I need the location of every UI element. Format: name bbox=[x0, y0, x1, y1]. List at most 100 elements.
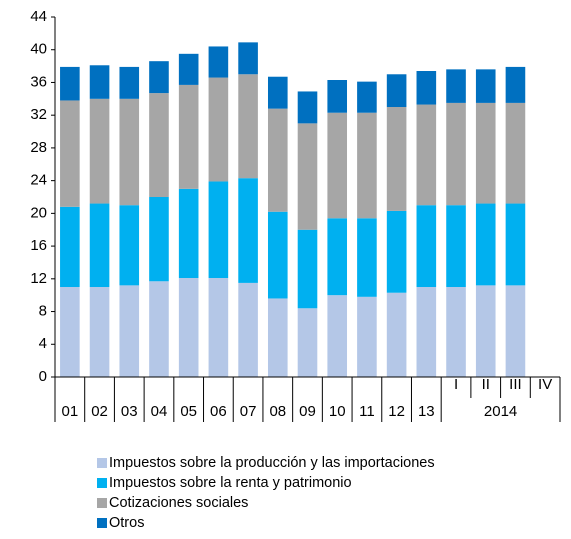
bar-segment bbox=[178, 278, 199, 377]
bar-segment bbox=[267, 76, 288, 109]
bar-segment bbox=[357, 218, 377, 297]
bar-segment bbox=[327, 295, 348, 377]
y-tick-label: 44 bbox=[30, 8, 47, 25]
y-tick-label: 40 bbox=[30, 41, 47, 58]
legend-swatch bbox=[97, 498, 107, 508]
bar-segment bbox=[327, 112, 348, 219]
legend-label: Impuestos sobre la producción y las impo… bbox=[109, 455, 435, 471]
bar-segment bbox=[119, 285, 140, 377]
bar-segment bbox=[149, 61, 169, 94]
bar-segment bbox=[297, 123, 318, 230]
bar-segment bbox=[208, 46, 229, 78]
x-tick-label: 08 bbox=[269, 403, 286, 420]
x-tick-label: III bbox=[509, 376, 522, 393]
bar-segment bbox=[208, 77, 229, 182]
bar-segment bbox=[416, 104, 437, 206]
bar-segment bbox=[416, 287, 437, 377]
bar-segment bbox=[327, 218, 348, 296]
bar-segment bbox=[416, 71, 437, 105]
bar-segment bbox=[446, 287, 466, 377]
bar-segment bbox=[178, 84, 199, 189]
bar-segment bbox=[60, 206, 80, 287]
x-tick-label: 06 bbox=[210, 403, 227, 420]
bar-segment bbox=[60, 66, 80, 101]
bar-segment bbox=[267, 211, 288, 299]
y-tick-label: 8 bbox=[39, 303, 47, 320]
x-tick-label: 01 bbox=[62, 403, 79, 420]
x-tick-label: 07 bbox=[240, 403, 257, 420]
legend-swatch bbox=[97, 478, 107, 488]
bar-segment bbox=[357, 112, 377, 219]
bar-segment bbox=[178, 53, 199, 85]
bar-segment bbox=[416, 205, 437, 287]
y-tick-label: 12 bbox=[30, 270, 47, 287]
x-tick-label: I bbox=[454, 376, 458, 393]
legend-label: Cotizaciones sociales bbox=[109, 495, 248, 511]
x-tick-label: IV bbox=[538, 376, 552, 393]
bar-segment bbox=[386, 107, 407, 211]
bar-segment bbox=[60, 100, 80, 207]
bar-segment bbox=[89, 203, 110, 287]
bar-segment bbox=[149, 281, 169, 377]
bar-segment bbox=[505, 66, 526, 103]
legend-label: Otros bbox=[109, 515, 144, 531]
bar-segment bbox=[297, 91, 318, 124]
bar-segment bbox=[238, 42, 258, 75]
bar-segment bbox=[446, 205, 466, 287]
legend-label: Impuestos sobre la renta y patrimonio bbox=[109, 475, 352, 491]
bar-segment bbox=[208, 278, 229, 377]
bar-segment bbox=[238, 74, 258, 179]
bar-segment bbox=[386, 292, 407, 377]
bar-segment bbox=[119, 66, 140, 99]
bar-segment bbox=[475, 69, 496, 103]
group-label: 2014 bbox=[484, 403, 517, 420]
x-tick-label: 10 bbox=[329, 403, 346, 420]
y-tick-label: 4 bbox=[39, 335, 47, 352]
bar-segment bbox=[267, 298, 288, 377]
x-tick-label: 05 bbox=[180, 403, 197, 420]
bar-segment bbox=[297, 308, 318, 377]
bar-segment bbox=[327, 80, 348, 113]
bar-segment bbox=[178, 188, 199, 278]
bar-segment bbox=[238, 178, 258, 283]
y-tick-label: 0 bbox=[39, 368, 47, 385]
x-tick-label: 09 bbox=[299, 403, 316, 420]
x-tick-label: 11 bbox=[359, 403, 375, 420]
x-tick-label: 02 bbox=[91, 403, 108, 420]
x-tick-label: II bbox=[482, 376, 490, 393]
bar-segment bbox=[297, 229, 318, 309]
bar-segment bbox=[386, 74, 407, 107]
bar-segment bbox=[89, 287, 110, 377]
bar-segment bbox=[475, 203, 496, 286]
bar-segment bbox=[149, 93, 169, 197]
y-tick-label: 16 bbox=[30, 237, 47, 254]
x-tick-label: 13 bbox=[418, 403, 435, 420]
bar-segment bbox=[60, 287, 80, 377]
bar-segment bbox=[119, 98, 140, 206]
bar-segment bbox=[505, 285, 526, 377]
bar-segment bbox=[357, 296, 377, 377]
x-tick-label: 03 bbox=[121, 403, 138, 420]
y-tick-label: 28 bbox=[30, 139, 47, 156]
legend-swatch bbox=[97, 518, 107, 528]
bar-segment bbox=[119, 205, 140, 286]
x-tick-label: 04 bbox=[151, 403, 168, 420]
bar-segment bbox=[475, 285, 496, 377]
bar-segment bbox=[357, 81, 377, 113]
bar-segment bbox=[267, 108, 288, 212]
bar-segment bbox=[89, 65, 110, 99]
bar-segment bbox=[446, 69, 466, 103]
bar-segment bbox=[149, 197, 169, 282]
bar-segment bbox=[386, 210, 407, 293]
bar-segment bbox=[208, 181, 229, 278]
legend-swatch bbox=[97, 458, 107, 468]
bar-segment bbox=[505, 203, 526, 286]
x-tick-label: 12 bbox=[388, 403, 405, 420]
bar-segment bbox=[238, 282, 258, 377]
y-tick-label: 32 bbox=[30, 106, 47, 123]
bar-segment bbox=[505, 102, 526, 204]
bar-segment bbox=[475, 102, 496, 204]
bar-segment bbox=[446, 102, 466, 206]
y-tick-label: 24 bbox=[30, 172, 47, 189]
